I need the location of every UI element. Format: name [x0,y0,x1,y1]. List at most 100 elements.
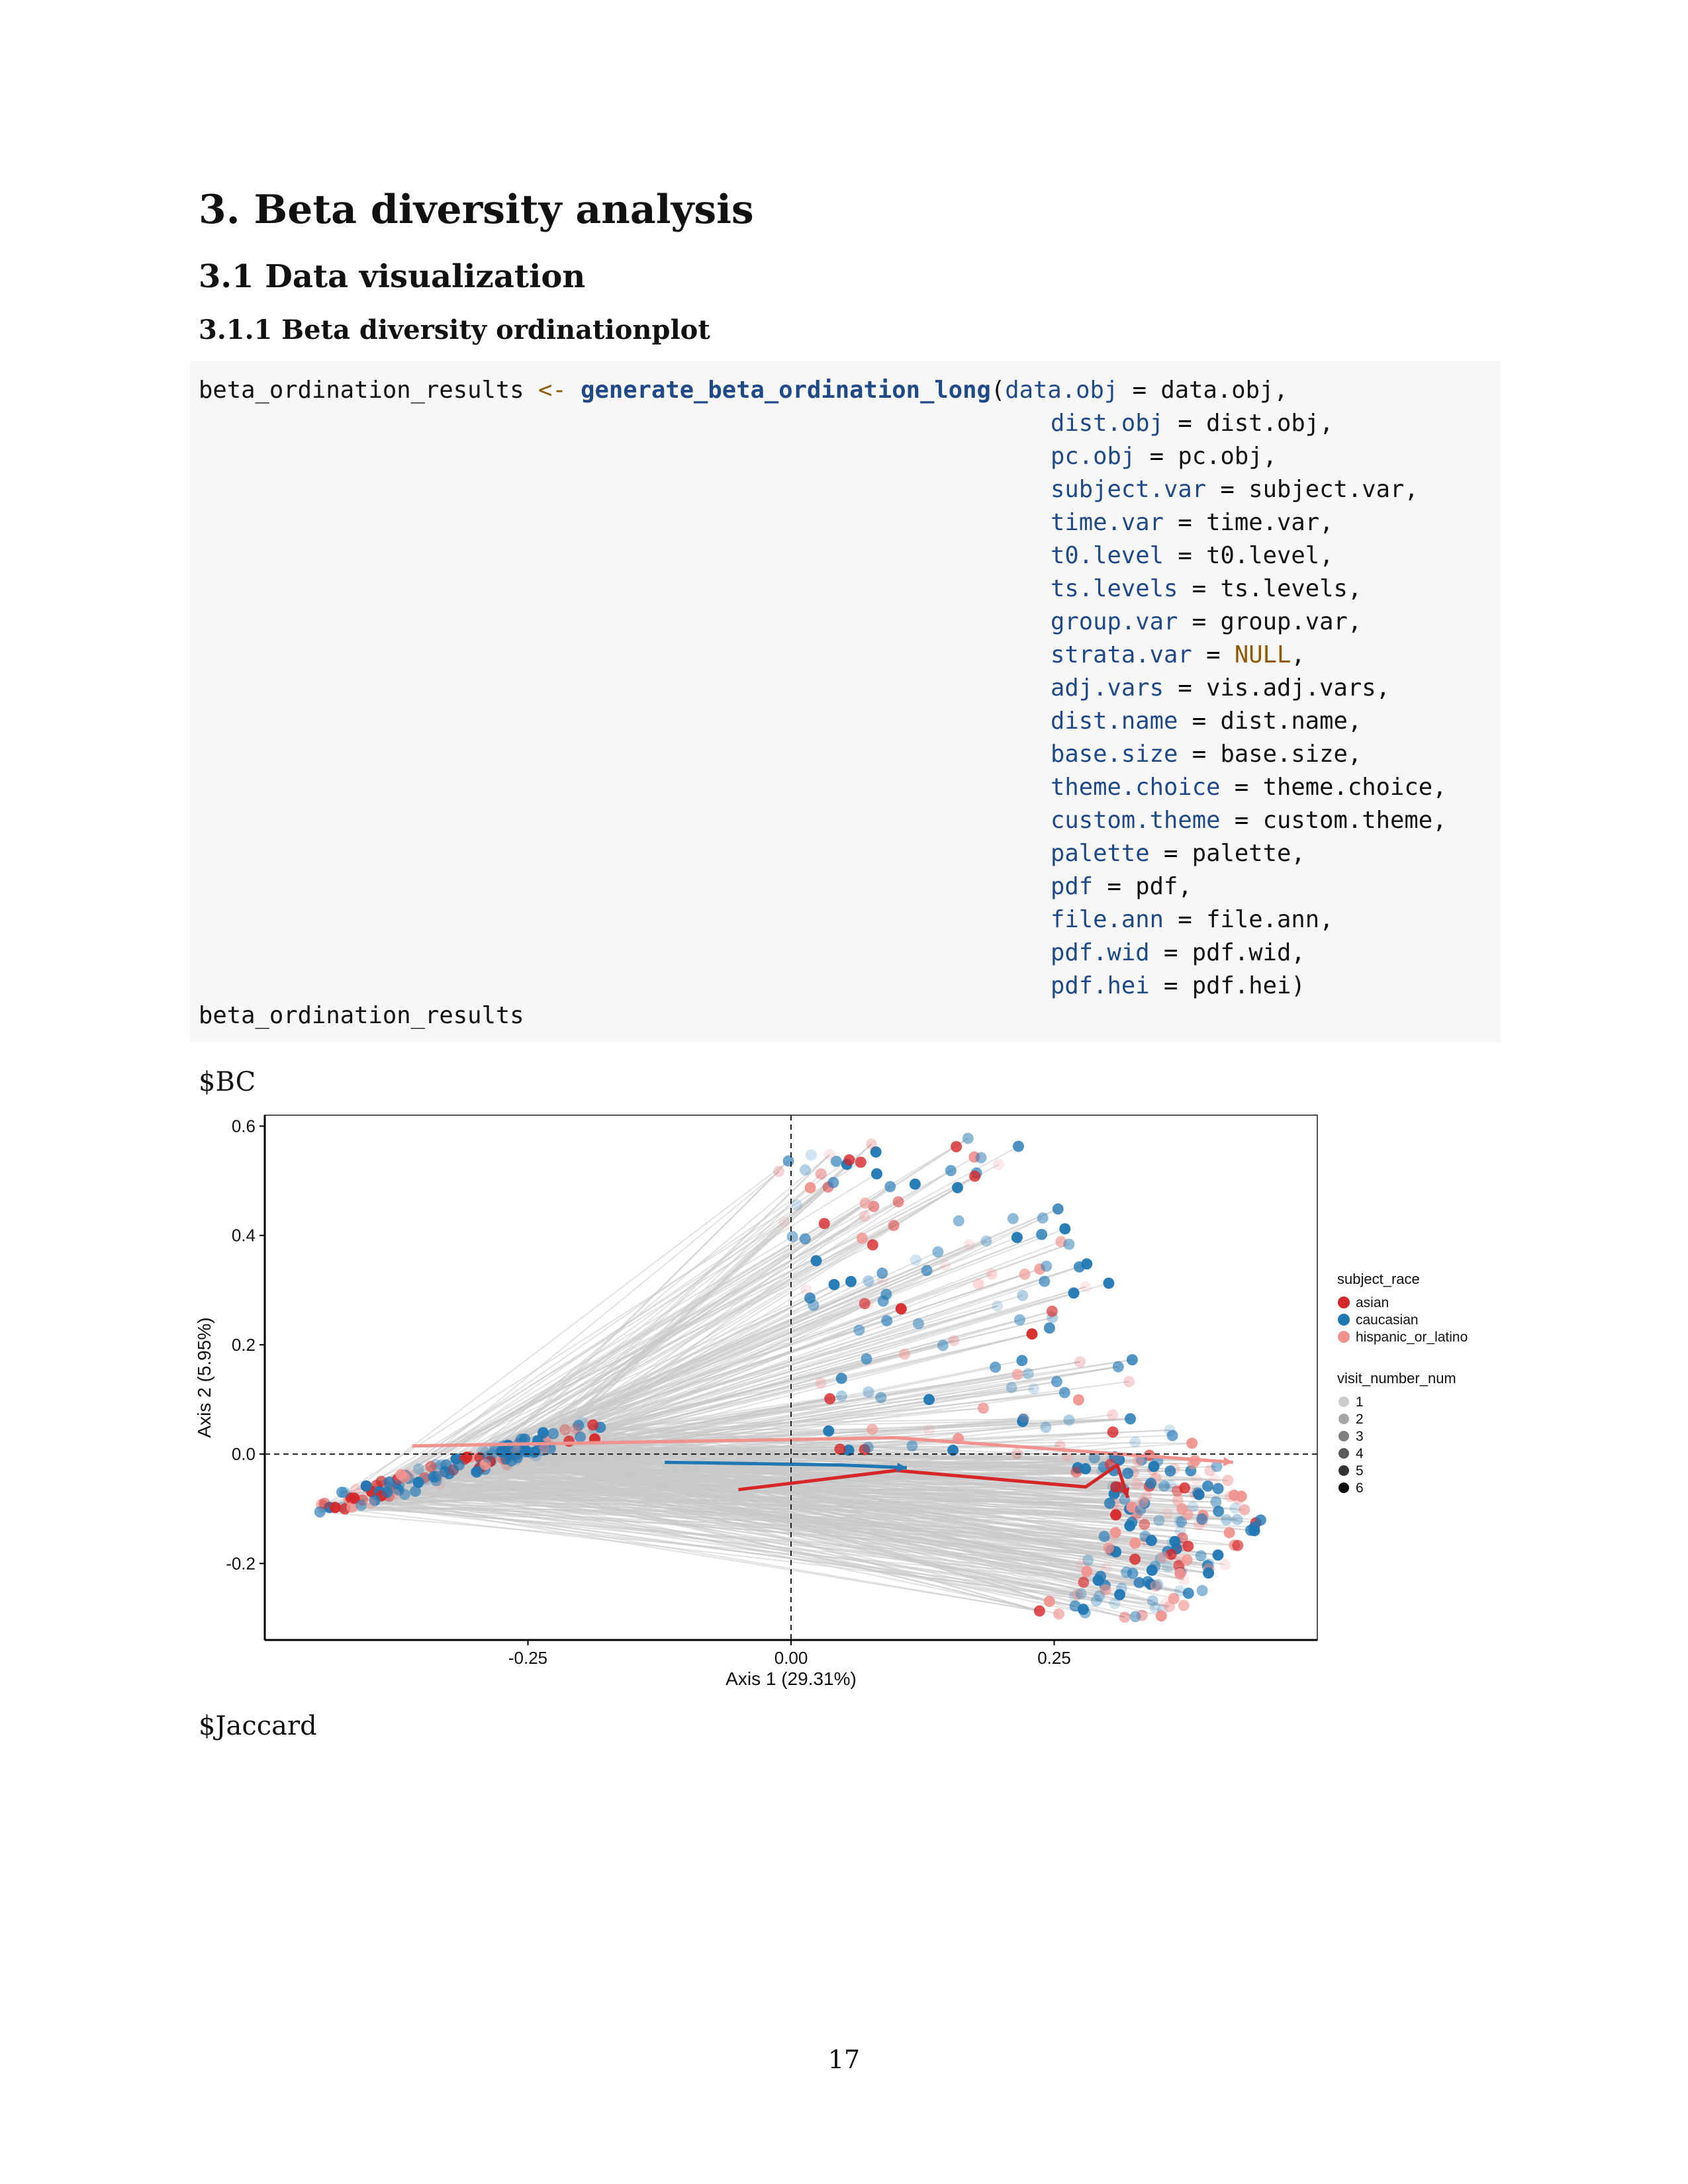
code-arg-line: file.ann = file.ann, [1051,906,1334,933]
trajectory-arrowhead [1223,1457,1233,1467]
sample-point [835,1390,847,1402]
legend-key-visit [1338,1414,1349,1424]
trajectory-line [575,1281,851,1430]
trajectory-line [361,1504,1100,1597]
sample-point [876,1267,888,1279]
sample-point [1103,1542,1115,1554]
trajectory-line [354,1497,1040,1612]
sample-point [1070,1466,1082,1478]
sample-point [993,1159,1004,1170]
y-tick-label: 0.6 [232,1116,256,1136]
sample-point [808,1299,820,1311]
sample-point [923,1424,935,1435]
trajectory-line [524,1175,976,1453]
trajectory-line [459,1454,1150,1466]
sample-point [945,1165,957,1177]
plot-axes: -0.25 0.00 0.25 -0.2 0.0 0.2 0.4 0.6 Axis 1 (29.… [194,1115,1318,1689]
sample-point [921,1265,933,1277]
sample-point [348,1492,360,1504]
sample-point [1179,1482,1191,1494]
sample-point [1080,1281,1092,1293]
sample-point [1072,1589,1084,1601]
code-arg-line: pdf.wid = pdf.wid, [1051,939,1305,966]
sample-point [575,1431,586,1443]
trajectory-line [404,1181,834,1477]
sample-point [381,1486,393,1498]
trajectory-caucasian [665,1461,908,1470]
trajectory-line [459,1464,1078,1596]
sample-point [782,1155,794,1167]
code-arg-line: group.var = group.var, [1051,608,1362,635]
sample-point [1182,1540,1194,1552]
trajectory-line [444,1138,968,1473]
sample-point [1037,1212,1049,1224]
sample-point [799,1233,811,1245]
sample-point [1107,1480,1119,1492]
sample-point [1011,1369,1023,1381]
sample-point [1178,1600,1190,1612]
sample-point [1107,1409,1118,1421]
sample-point [453,1459,465,1471]
sample-point [1212,1549,1224,1561]
sample-point [868,1201,880,1212]
sample-point [435,1469,447,1480]
sample-point [529,1446,541,1458]
trajectory-line [537,1154,831,1441]
sample-point [1110,1509,1122,1521]
trajectory-line [507,1272,883,1446]
sample-point [1094,1590,1105,1602]
code-call-line: beta_ordination_results <- generate_beta… [199,377,1288,404]
code-arg-line: pdf.hei = pdf.hei) [1051,972,1305,999]
sample-point [1166,1536,1178,1548]
sample-point [815,1168,827,1180]
sample-point [1051,1376,1062,1388]
legend-label-race: caucasian [1356,1312,1419,1328]
code-arg-line: theme.choice = theme.choice, [1051,774,1447,801]
sample-point [952,1182,963,1193]
sample-point [969,1170,981,1182]
trajectory-line [362,1449,849,1501]
sample-point [1129,1553,1141,1565]
trajectory-line [366,1173,878,1487]
sample-point [383,1476,395,1488]
sample-point [913,1318,924,1330]
subsection-title: 3.1 Data visualization [199,258,586,295]
legend-key-visit [1338,1396,1349,1407]
sample-point [329,1502,341,1514]
sample-points [314,1132,1266,1623]
output-label-bc: $BC [199,1067,256,1097]
sample-point [947,1444,959,1456]
sample-point [1149,1602,1161,1614]
sample-point [810,1255,822,1267]
sample-point [835,1373,847,1385]
sample-point [1107,1426,1119,1438]
legend-label-visit: 5 [1356,1463,1364,1479]
sample-point [932,1246,944,1258]
sample-point [412,1463,424,1475]
output-label-jaccard: $Jaccard [199,1711,317,1741]
sample-point [1164,1465,1176,1477]
sample-point [1182,1509,1194,1520]
sample-point [800,1284,812,1296]
trajectory-lines [320,1138,1261,1618]
legend-label-visit: 6 [1356,1480,1364,1496]
trajectory-line [538,1430,829,1442]
sample-point [1133,1455,1144,1467]
trajectory-line [384,1482,1076,1607]
sample-point [479,1447,491,1459]
sample-point [1213,1506,1225,1517]
sample-point [1017,1290,1029,1301]
sample-point [1248,1522,1260,1533]
sample-point [824,1393,836,1404]
sample-point [1074,1356,1086,1368]
sample-point [1069,1600,1081,1612]
code-arg-line: time.var = time.var, [1051,509,1334,536]
sample-point [962,1132,974,1144]
sample-point [977,1402,989,1414]
sample-point [1122,1467,1134,1479]
sample-point [399,1488,410,1500]
sample-point [1014,1314,1025,1326]
sample-point [1016,1355,1028,1367]
sample-point [1221,1514,1233,1525]
sample-point [1210,1496,1222,1508]
